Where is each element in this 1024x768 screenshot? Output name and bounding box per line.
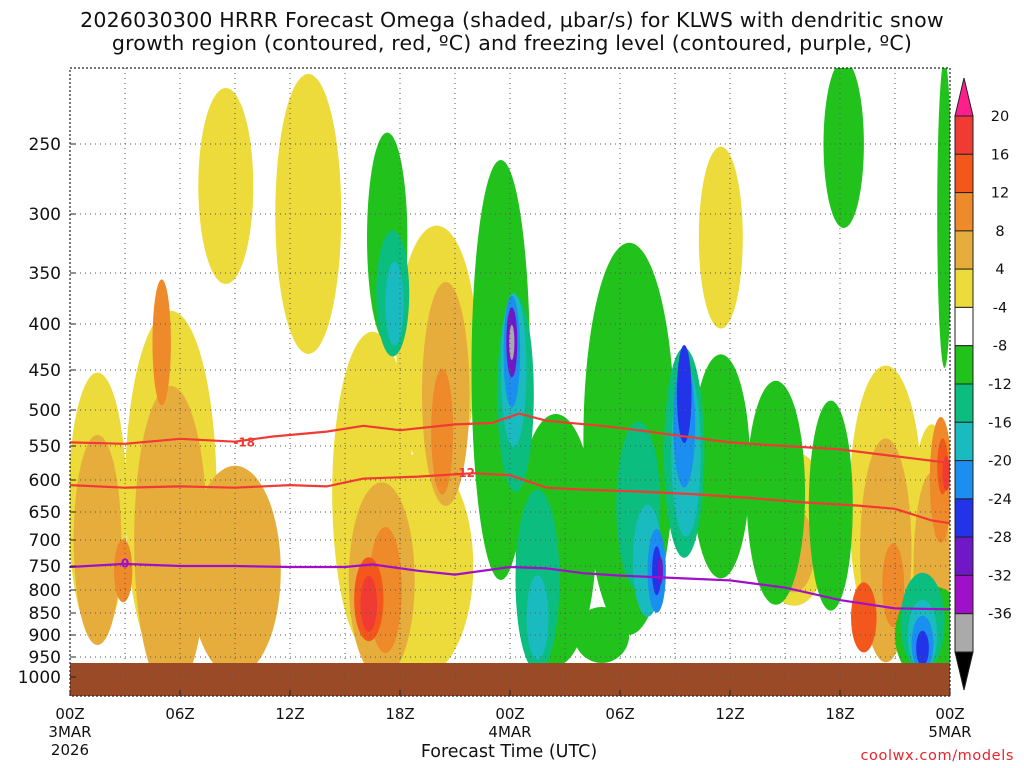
- omega-shade-green: [746, 380, 806, 605]
- y-tick-label: 900: [29, 626, 61, 646]
- x-tick-label: 18Z: [385, 705, 414, 723]
- y-tick-label: 750: [29, 557, 61, 577]
- colorbar-label: 8: [995, 224, 1004, 240]
- credit-text: coolwx.com/models: [860, 748, 1014, 764]
- colorbar-label: -4: [993, 300, 1007, 316]
- omega-shade-red20: [360, 575, 378, 632]
- omega-shade-yellow: [275, 74, 342, 354]
- colorbar-label: -28: [988, 530, 1012, 546]
- x-axis-label: Forecast Time (UTC): [420, 742, 598, 762]
- omega-shade-or16: [851, 582, 877, 653]
- colorbar-segment: [954, 421, 974, 462]
- y-tick-label: 800: [29, 581, 61, 601]
- colorbar-segment: [954, 192, 974, 232]
- colorbar-segment: [954, 230, 974, 270]
- contour-label--18: -18: [233, 435, 255, 449]
- colorbar-label: -36: [988, 607, 1012, 623]
- x-tick-label: 00Z: [55, 705, 84, 723]
- colorbar-segment: [954, 498, 974, 538]
- y-tick-label: 850: [29, 604, 61, 624]
- x-tick-label: 06Z: [165, 705, 194, 723]
- colorbar-label: 4: [995, 262, 1004, 278]
- colorbar-label: -8: [993, 339, 1007, 355]
- contour--12: [70, 472, 950, 525]
- x-tick-label: 00Z: [935, 705, 964, 723]
- colorbar-label: 12: [991, 186, 1009, 202]
- contour--18: [70, 412, 950, 465]
- x-tick-label: 06Z: [605, 705, 634, 723]
- contour-0: [70, 562, 950, 611]
- colorbar-segment: [954, 613, 974, 653]
- colorbar-label: -12: [988, 377, 1012, 393]
- omega-shade-or12: [431, 368, 454, 495]
- omega-shade-green: [823, 68, 864, 228]
- y-tick-label: 250: [29, 135, 61, 155]
- y-tick-label: 950: [29, 648, 61, 668]
- colorbar-label: 20: [991, 109, 1009, 125]
- colorbar-label: -16: [988, 415, 1012, 431]
- colorbar-segment: [954, 345, 974, 385]
- chart-title-line-1: 2026030300 HRRR Forecast Omega (shaded, …: [80, 8, 944, 32]
- colorbar-bottom-arrow: [954, 651, 974, 691]
- y-tick-label: 550: [29, 437, 61, 457]
- y-tick-label: 500: [29, 401, 61, 421]
- omega-shade-green: [574, 607, 630, 663]
- x-tick-label: 12Z: [715, 705, 744, 723]
- colorbar-segment: [954, 268, 974, 308]
- colorbar-segment: [954, 383, 974, 423]
- x-tick-label: 12Z: [275, 705, 304, 723]
- omega-shade-cy: [526, 575, 549, 660]
- colorbar-label: -32: [988, 568, 1012, 584]
- chart-title-line-2: growth region (contoured, red, ºC) and f…: [111, 31, 913, 55]
- colorbar-segment: [954, 536, 974, 576]
- colorbar-top-arrow: [954, 77, 974, 117]
- omega-shade-yellow: [698, 146, 743, 329]
- x-tick-date: 5MAR: [928, 723, 971, 741]
- colorbar-label: -24: [988, 492, 1012, 508]
- y-tick-label: 600: [29, 471, 61, 491]
- colorbar-label: 16: [991, 147, 1009, 163]
- omega-shade-green: [808, 400, 853, 611]
- omega-shade-or12: [114, 539, 133, 603]
- contour-label-0: 0: [121, 556, 129, 570]
- colorbar-segment: [954, 574, 974, 615]
- omega-shade-or8: [189, 465, 281, 676]
- omega-shade-db: [676, 345, 692, 443]
- omega-shade-pur: [657, 556, 663, 585]
- y-tick-label: 450: [29, 361, 61, 381]
- omega-shade-yellow: [198, 88, 254, 284]
- y-tick-label: 400: [29, 315, 61, 335]
- omega-shade-db: [916, 630, 929, 666]
- contour-label--12: -12: [453, 466, 475, 480]
- x-tick-label: 18Z: [825, 705, 854, 723]
- y-tick-label: 1000: [18, 668, 61, 688]
- y-tick-label: 650: [29, 503, 61, 523]
- colorbar-segment: [954, 115, 974, 155]
- colorbar-segment: [954, 306, 974, 347]
- x-tick-year: 2026: [51, 741, 89, 759]
- y-tick-label: 350: [29, 264, 61, 284]
- colorbar-segment: [954, 153, 974, 194]
- x-tick-date: 4MAR: [488, 723, 531, 741]
- y-tick-label: 700: [29, 531, 61, 551]
- omega-shade-or12: [152, 279, 171, 406]
- omega-shade-red20: [942, 455, 950, 491]
- colorbar-segment: [954, 460, 974, 500]
- omega-shade-gray: [509, 324, 515, 360]
- colorbar-label: -20: [988, 454, 1012, 470]
- omega-shade-green: [937, 68, 950, 368]
- omega-shade-cy: [385, 261, 404, 346]
- x-tick-label: 00Z: [495, 705, 524, 723]
- y-tick-label: 300: [29, 205, 61, 225]
- x-tick-date: 3MAR: [48, 723, 91, 741]
